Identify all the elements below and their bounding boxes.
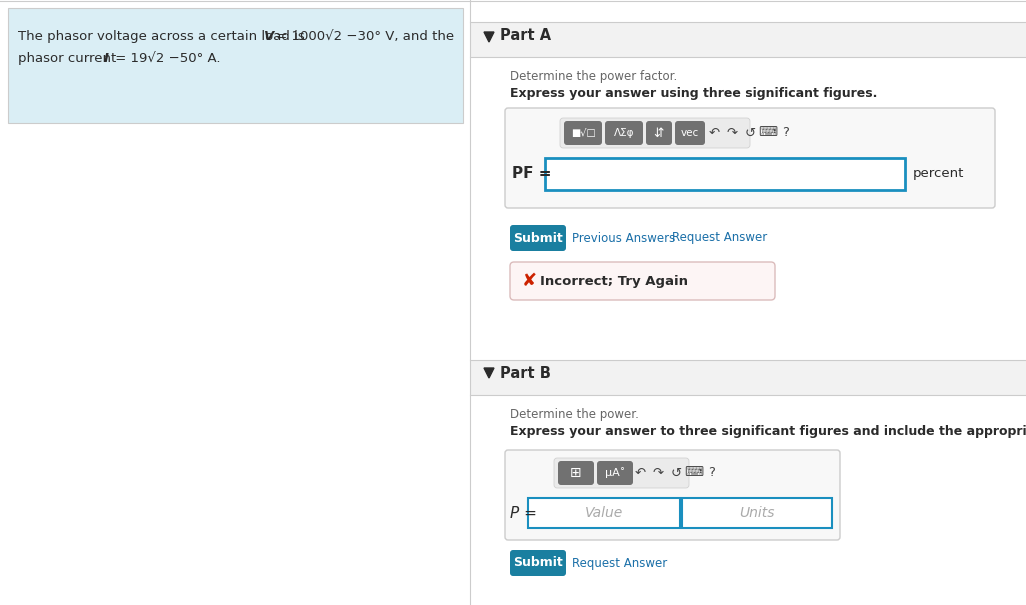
Text: ↺: ↺ — [745, 126, 755, 140]
Text: ↷: ↷ — [726, 126, 738, 140]
Text: ⇵: ⇵ — [654, 126, 664, 140]
Text: ↷: ↷ — [653, 466, 664, 480]
Text: I: I — [104, 52, 109, 65]
Text: ⊞: ⊞ — [570, 466, 582, 480]
Text: Previous Answers: Previous Answers — [573, 232, 675, 244]
Text: Part A: Part A — [500, 28, 551, 43]
FancyBboxPatch shape — [560, 118, 750, 148]
Text: Value: Value — [585, 506, 623, 520]
Text: vec: vec — [681, 128, 699, 138]
Text: ΛΣφ: ΛΣφ — [614, 128, 634, 138]
Text: Submit: Submit — [513, 557, 563, 569]
Text: Request Answer: Request Answer — [573, 557, 667, 569]
Text: V: V — [264, 30, 274, 43]
Text: P =: P = — [510, 506, 537, 522]
Text: Determine the power factor.: Determine the power factor. — [510, 70, 677, 83]
Text: Submit: Submit — [513, 232, 563, 244]
Text: = 1000√2 −30° V, and the: = 1000√2 −30° V, and the — [272, 30, 455, 43]
FancyBboxPatch shape — [554, 458, 689, 488]
FancyBboxPatch shape — [510, 550, 566, 576]
Text: Units: Units — [740, 506, 775, 520]
Text: ⌨: ⌨ — [758, 126, 778, 140]
FancyBboxPatch shape — [505, 108, 995, 208]
Text: phasor current: phasor current — [18, 52, 120, 65]
Text: ✘: ✘ — [522, 272, 538, 290]
Text: percent: percent — [913, 168, 964, 180]
FancyBboxPatch shape — [558, 461, 594, 485]
FancyBboxPatch shape — [682, 498, 832, 528]
Text: ⌨: ⌨ — [684, 466, 704, 480]
Text: PF =: PF = — [512, 166, 552, 181]
FancyBboxPatch shape — [646, 121, 672, 145]
FancyBboxPatch shape — [8, 8, 463, 123]
Text: ↶: ↶ — [708, 126, 719, 140]
Text: Express your answer using three significant figures.: Express your answer using three signific… — [510, 87, 877, 100]
FancyBboxPatch shape — [470, 360, 1026, 395]
Text: The phasor voltage across a certain load is: The phasor voltage across a certain load… — [18, 30, 309, 43]
FancyBboxPatch shape — [545, 158, 905, 190]
Text: ?: ? — [709, 466, 715, 480]
FancyBboxPatch shape — [510, 225, 566, 251]
FancyBboxPatch shape — [564, 121, 602, 145]
Text: ↶: ↶ — [634, 466, 645, 480]
FancyBboxPatch shape — [528, 498, 680, 528]
FancyBboxPatch shape — [675, 121, 705, 145]
Text: ■√□: ■√□ — [570, 128, 595, 138]
FancyBboxPatch shape — [510, 262, 775, 300]
Text: μA˚: μA˚ — [605, 468, 625, 479]
FancyBboxPatch shape — [605, 121, 643, 145]
FancyBboxPatch shape — [505, 450, 840, 540]
Polygon shape — [484, 32, 494, 42]
Text: ?: ? — [783, 126, 789, 140]
Text: Express your answer to three significant figures and include the appropriate uni: Express your answer to three significant… — [510, 425, 1026, 438]
Text: Part B: Part B — [500, 366, 551, 381]
FancyBboxPatch shape — [470, 22, 1026, 57]
Text: ↺: ↺ — [670, 466, 681, 480]
Polygon shape — [484, 368, 494, 378]
FancyBboxPatch shape — [470, 395, 1026, 605]
Text: = 19√2 −50° A.: = 19√2 −50° A. — [111, 52, 221, 65]
FancyBboxPatch shape — [597, 461, 633, 485]
FancyBboxPatch shape — [470, 57, 1026, 367]
Text: Request Answer: Request Answer — [672, 232, 767, 244]
Text: Determine the power.: Determine the power. — [510, 408, 639, 421]
Text: Incorrect; Try Again: Incorrect; Try Again — [540, 275, 688, 287]
